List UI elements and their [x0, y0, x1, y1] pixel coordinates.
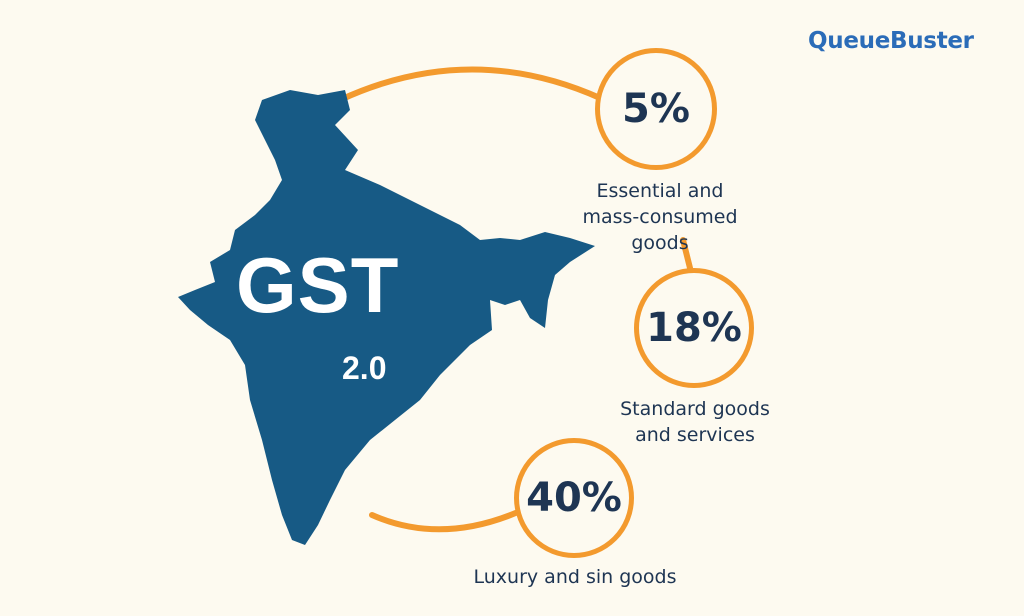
- connector-arc-bottom: [369, 509, 521, 533]
- description-line: Standard goods: [620, 398, 770, 420]
- brand-logo: QueueBuster: [808, 28, 974, 54]
- rate-circle-40: 40%: [514, 438, 634, 558]
- rate-circle-5: 5%: [595, 48, 717, 170]
- rate-description-40: Luxury and sin goods: [470, 564, 680, 590]
- connector-line-middle: [680, 237, 694, 275]
- gst-version: 2.0: [342, 350, 387, 386]
- rate-value: 5%: [622, 86, 690, 132]
- description-line: Essential and: [596, 180, 724, 202]
- rate-description-5: Essential and mass-consumed goods: [560, 178, 760, 256]
- description-line: Luxury and sin goods: [473, 566, 677, 588]
- gst-title: GST: [236, 241, 400, 329]
- description-line: mass-consumed goods: [582, 206, 738, 254]
- rate-description-18: Standard goods and services: [600, 396, 790, 448]
- india-map: [178, 90, 595, 545]
- description-line: and services: [635, 424, 755, 446]
- rate-value: 18%: [646, 305, 742, 351]
- connector-arc-top: [337, 66, 603, 103]
- rate-circle-18: 18%: [634, 268, 754, 388]
- rate-value: 40%: [526, 475, 622, 521]
